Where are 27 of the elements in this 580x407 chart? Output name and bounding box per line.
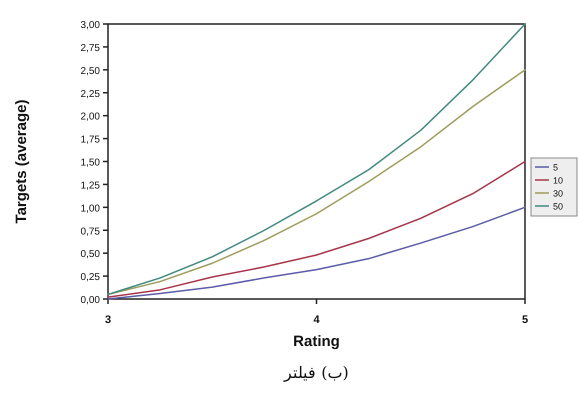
x-axis-title: Rating — [293, 333, 340, 350]
line-series — [107, 160, 526, 298]
legend-label: 10 — [553, 176, 564, 186]
y-tick-label: 0,75 — [80, 226, 100, 238]
y-tick-label: 1,00 — [80, 203, 100, 214]
y-tick-label: 0,25 — [80, 272, 100, 284]
y-tick-label: 2,25 — [80, 88, 100, 100]
line-series — [107, 206, 526, 300]
x-tick-label: 4 — [313, 314, 320, 326]
y-tick-label: 3,00 — [80, 20, 100, 31]
x-tick-label: 5 — [522, 314, 528, 326]
y-tick-label: 2,75 — [80, 42, 100, 54]
legend-label: 5 — [553, 162, 558, 172]
y-tick-label: 1,75 — [80, 134, 100, 146]
x-tick-label: 3 — [104, 314, 112, 326]
y-tick-label: 0,50 — [80, 249, 100, 260]
line-series — [107, 23, 526, 296]
y-axis-title: Targets (average) — [13, 100, 30, 224]
y-tick-label: 2,00 — [80, 112, 100, 123]
legend-label: 30 — [553, 188, 564, 198]
legend-label: 50 — [553, 202, 564, 212]
y-tick-label: 2,50 — [80, 66, 100, 77]
y-tick-label: 0,00 — [80, 295, 100, 306]
line-series — [107, 69, 526, 296]
y-tick-label: 1,25 — [80, 180, 100, 192]
text: (ب) فيلتر — [283, 363, 349, 382]
y-tick-label: 1,50 — [80, 158, 100, 168]
